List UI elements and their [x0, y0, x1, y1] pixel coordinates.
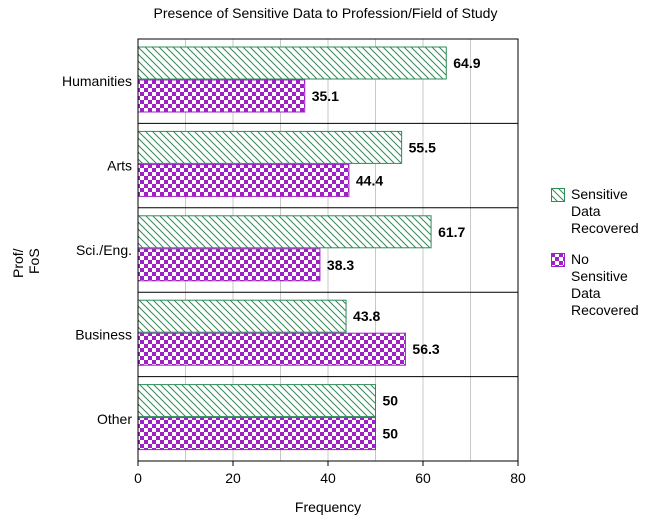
bar-no-sensitive	[137, 248, 321, 282]
x-axis-label: Frequency	[294, 499, 362, 515]
category-label: Business	[75, 326, 132, 342]
legend-label-line: Data	[571, 285, 601, 301]
legend-swatch-hatch	[551, 188, 565, 202]
x-tick-label: 60	[415, 470, 431, 486]
x-tick-label: 20	[225, 470, 241, 486]
bar-no-sensitive	[137, 417, 376, 451]
legend-label-line: Sensitive	[571, 186, 628, 202]
legend-item-no-sensitive: No Sensitive Data Recovered	[551, 251, 649, 319]
data-label: 61.7	[438, 224, 465, 240]
bar-sensitive	[137, 215, 432, 249]
y-axis-label: Prof/ FoS	[8, 240, 48, 300]
y-axis-label-line: Prof/	[10, 248, 26, 278]
category-label: Humanities	[62, 73, 132, 89]
data-label: 56.3	[412, 341, 439, 357]
x-tick-label: 80	[510, 470, 526, 486]
category-label: Other	[97, 411, 132, 427]
data-label: 50	[383, 393, 399, 409]
legend-swatch-check	[551, 253, 565, 267]
y-axis-label-line: FoS	[26, 248, 42, 274]
data-label: 38.3	[327, 257, 354, 273]
legend-label-line: Data	[571, 203, 601, 219]
legend-label-line: Recovered	[571, 220, 639, 236]
x-tick-label: 0	[134, 470, 142, 486]
legend-item-sensitive: Sensitive Data Recovered	[551, 186, 649, 237]
bar-no-sensitive	[137, 79, 306, 113]
bar-sensitive	[137, 299, 347, 333]
category-label: Arts	[107, 158, 132, 174]
bar-sensitive	[137, 46, 447, 80]
chart-title: Presence of Sensitive Data to Profession…	[153, 5, 498, 21]
data-label: 55.5	[409, 139, 436, 155]
data-label: 35.1	[312, 88, 339, 104]
data-label: 44.4	[356, 172, 383, 188]
legend: Sensitive Data Recovered No Sensitive Da…	[551, 186, 649, 333]
x-tick-label: 40	[320, 470, 336, 486]
data-label: 64.9	[453, 55, 480, 71]
legend-label-line: No	[571, 251, 589, 267]
bar-sensitive	[137, 384, 376, 418]
data-label: 43.8	[353, 308, 380, 324]
category-label: Sci./Eng.	[76, 242, 132, 258]
bar-sensitive	[137, 130, 403, 164]
legend-label-line: Sensitive	[571, 268, 628, 284]
legend-label-line: Recovered	[571, 302, 639, 318]
bar-no-sensitive	[137, 332, 406, 366]
bar-no-sensitive	[137, 163, 350, 197]
data-label: 50	[383, 426, 399, 442]
